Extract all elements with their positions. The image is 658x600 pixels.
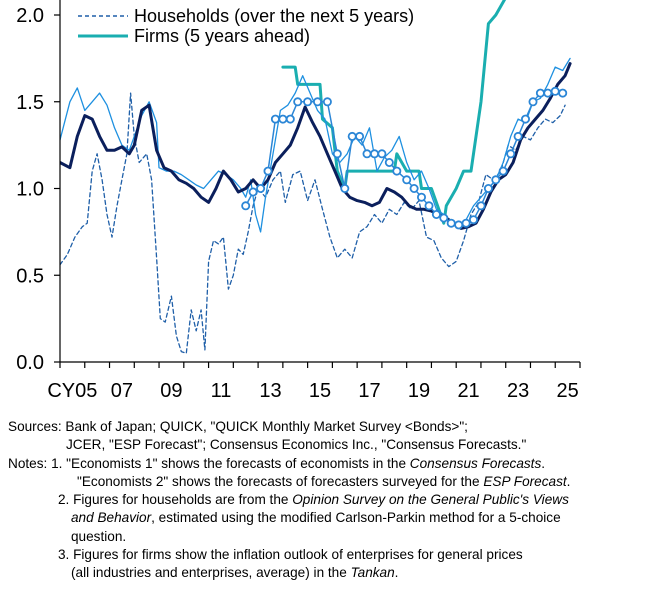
note-3-italic-b: Tankan — [350, 565, 395, 581]
series-5-marker-35 — [506, 149, 516, 159]
y-tick-label: 1.5 — [16, 92, 44, 114]
axes-layer: 0.0 0.5 1.0 1.5 2.0 CY05 07 09 11 13 15 17 19 21 23 25 — [16, 0, 581, 402]
series-5-marker-37 — [521, 114, 531, 124]
series-5-marker-29 — [461, 218, 471, 228]
series-4-line — [60, 62, 572, 230]
x-tick-label: 25 — [556, 380, 578, 402]
y-tick-label: 2.0 — [16, 5, 44, 27]
series-5-marker-8 — [293, 97, 303, 107]
x-tick-label: 11 — [211, 380, 232, 402]
note-1-end-b: . — [566, 473, 571, 489]
series-4 — [60, 62, 572, 230]
series-5-marker-19 — [384, 157, 394, 167]
sources-line-1: Sources: Bank of Japan; QUICK, "QUICK Mo… — [8, 419, 468, 434]
x-tick-label: 13 — [259, 380, 281, 402]
x-tick-label: 17 — [358, 380, 380, 402]
series-1 — [60, 92, 566, 354]
series-5-marker-12 — [332, 149, 342, 159]
series-5-marker-11 — [322, 97, 332, 107]
series-5-marker-38 — [528, 97, 538, 107]
series-5-marker-15 — [355, 131, 365, 141]
series-5-marker-1 — [241, 201, 251, 211]
series-layer — [60, 0, 572, 354]
series-5-marker-16 — [362, 149, 372, 159]
legend-firms-label: Firms (5 years ahead) — [134, 26, 310, 46]
note-1-line-2: "Economists 2" shows the forecasts of fo… — [8, 473, 653, 491]
x-tick-label: 21 — [457, 380, 479, 402]
series-5-marker-20 — [392, 166, 402, 176]
note-2-italic-a: Opinion Survey on the General Public's V… — [292, 492, 569, 508]
series-5-marker-40 — [543, 88, 553, 98]
note-2-line-2: and Behavior, estimated using the modifi… — [8, 509, 653, 527]
note-2-text-a: 2. Figures for households are from the — [58, 492, 293, 508]
series-5-marker-30 — [468, 215, 478, 225]
series-5-marker-27 — [446, 218, 456, 228]
legend-households-label: Households (over the next 5 years) — [134, 6, 414, 26]
y-tick-label: 0.5 — [16, 265, 44, 287]
sources-line-2: JCER, "ESP Forecast"; Consensus Economic… — [66, 437, 527, 453]
series-5-marker-33 — [491, 175, 501, 185]
note-1-text-b: "Economists 2" shows the forecasts of fo… — [77, 473, 484, 489]
series-5 — [241, 86, 568, 230]
note-1-italic-a: Consensus Forecasts — [409, 455, 542, 471]
series-1-line — [60, 92, 566, 354]
series-5-marker-7 — [285, 114, 295, 124]
series-5-marker-6 — [278, 114, 288, 124]
note-3-end-b: . — [394, 565, 399, 581]
x-tick-label: 23 — [507, 380, 529, 402]
legend-background — [100, 0, 430, 50]
y-tick-label: 0.0 — [16, 352, 44, 374]
note-3-line-2: (all industries and enterprises, average… — [8, 564, 653, 582]
note-3-text-b: (all industries and enterprises, average… — [71, 565, 351, 581]
x-tick-label: 07 — [111, 380, 133, 402]
note-1-text-a: Notes: 1. "Economists 1" shows the forec… — [8, 455, 410, 471]
series-5-marker-14 — [347, 131, 357, 141]
note-1-end-a: . — [541, 455, 546, 471]
series-2-line — [281, 0, 507, 225]
series-5-marker-3 — [256, 183, 266, 193]
series-5-marker-21 — [402, 175, 412, 185]
series-5-marker-39 — [535, 88, 545, 98]
series-5-marker-5 — [270, 114, 280, 124]
series-5-marker-31 — [476, 201, 486, 211]
series-5-marker-32 — [483, 183, 493, 193]
series-5-marker-24 — [424, 201, 434, 211]
series-5-marker-22 — [409, 183, 419, 193]
series-3-line — [60, 57, 571, 233]
series-5-marker-23 — [416, 192, 426, 202]
x-tick-label: 19 — [408, 380, 430, 402]
note-2-italic-b: and Behavior — [71, 510, 152, 526]
series-5-marker-4 — [263, 166, 273, 176]
series-5-marker-41 — [550, 86, 560, 96]
y-tick-label: 1.0 — [16, 179, 44, 201]
chart-notes: Sources: Bank of Japan; QUICK, "QUICK Mo… — [8, 418, 653, 583]
note-2-line-1: 2. Figures for households are from the O… — [8, 491, 653, 509]
series-3 — [60, 57, 571, 233]
series-5-marker-10 — [312, 97, 322, 107]
series-5-marker-42 — [558, 88, 568, 98]
series-5-marker-34 — [498, 166, 508, 176]
series-5-marker-28 — [454, 220, 464, 230]
note-1-italic-b: ESP Forecast — [483, 473, 567, 489]
series-5-marker-9 — [303, 97, 313, 107]
legend: Households (over the next 5 years) Firms… — [78, 0, 430, 50]
series-5-marker-26 — [439, 213, 449, 223]
x-tick-label: 09 — [160, 380, 182, 402]
series-5-marker-36 — [513, 131, 523, 141]
series-5-marker-25 — [431, 209, 441, 219]
x-tick-label: CY05 — [47, 380, 97, 402]
note-1-line-1: Notes: 1. "Economists 1" shows the forec… — [8, 455, 653, 473]
note-3-line-1: 3. Figures for firms show the inflation … — [58, 547, 523, 563]
series-2 — [281, 0, 507, 225]
series-5-marker-18 — [377, 149, 387, 159]
series-5-marker-13 — [340, 183, 350, 193]
note-2-text-b: , estimated using the modified Carlson-P… — [151, 510, 561, 526]
x-tick-label: 15 — [309, 380, 331, 402]
note-2-line-3: question. — [71, 528, 127, 544]
series-5-marker-17 — [369, 149, 379, 159]
series-5-marker-2 — [248, 187, 258, 197]
